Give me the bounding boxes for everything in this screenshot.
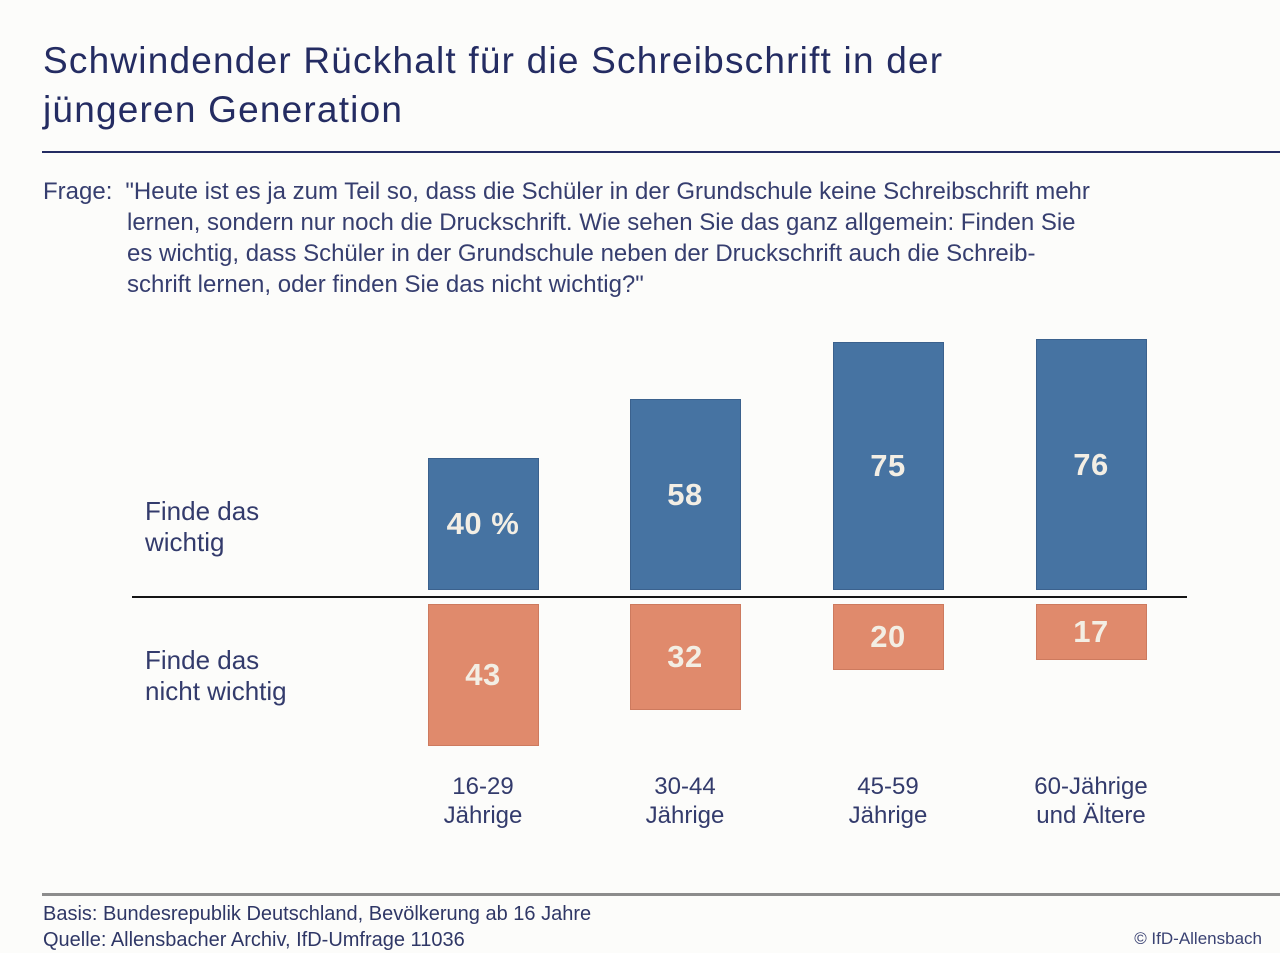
footer-divider [42, 893, 1280, 896]
bar-value-label: 76 [1073, 446, 1109, 482]
series-label-line: nicht wichtig [145, 676, 287, 706]
bar-value-label: 40 % [446, 506, 520, 541]
category-label-line: 30-44 [654, 773, 716, 800]
bar-nicht-wichtig-1: 43 [427, 604, 539, 746]
question-line: lernen, sondern nur noch die Druckschrif… [127, 209, 1076, 236]
bar-nicht-wichtig-3: 20 [832, 604, 944, 670]
question-line: es wichtig, dass Schüler in der Grundsch… [127, 240, 1036, 267]
series-label-wichtig: Finde das wichtig [145, 496, 259, 558]
bar-wichtig-4: 76 [1035, 339, 1147, 590]
page-title-line-2: jüngeren Generation [43, 89, 404, 130]
category-label-3: 45-59 Jährige [778, 772, 998, 830]
category-label-1: 16-29 Jährige [373, 772, 593, 830]
footer-source-block: Basis: Bundesrepublik Deutschland, Bevöl… [43, 901, 591, 953]
category-label-line: Jährige [645, 802, 725, 829]
category-label-4: 60-Jährige und Ältere [981, 772, 1201, 830]
footer-quelle: Quelle: Allensbacher Archiv, IfD-Umfrage… [43, 929, 465, 951]
bar-value-label: 20 [870, 619, 906, 654]
question-line: schrift lernen, oder finden Sie das nich… [127, 271, 644, 298]
category-label-line: 60-Jährige [1034, 773, 1148, 800]
page-title-line-1: Schwindender Rückhalt für die Schreibsch… [43, 40, 944, 81]
series-label-nicht-wichtig: Finde das nicht wichtig [145, 645, 287, 707]
title-divider [42, 151, 1280, 153]
series-label-line: Finde das [145, 496, 260, 526]
bar-nicht-wichtig-2: 32 [629, 604, 741, 710]
bar-value-label: 43 [465, 657, 501, 692]
category-label-line: 45-59 [857, 773, 919, 800]
bar-value-label: 17 [1073, 614, 1109, 649]
footer-basis: Basis: Bundesrepublik Deutschland, Bevöl… [43, 903, 592, 925]
bar-value-label: 75 [870, 448, 906, 483]
bar-value-label: 58 [667, 476, 703, 512]
category-label-line: 16-29 [452, 773, 514, 800]
question-line: Frage: "Heute ist es ja zum Teil so, dass… [43, 176, 1090, 207]
bar-wichtig-1: 40 % [427, 458, 539, 590]
category-label-line: und Ältere [1036, 802, 1146, 829]
series-label-line: wichtig [145, 527, 225, 557]
page-title: Schwindender Rückhalt für die Schreibsch… [43, 36, 943, 134]
category-label-line: Jährige [848, 802, 928, 829]
bar-value-label: 32 [667, 639, 703, 674]
copyright-label: © IfD-Allensbach [1134, 929, 1262, 948]
chart-baseline [132, 596, 1187, 598]
question-label: Frage: [43, 178, 113, 205]
series-label-line: Finde das [145, 645, 260, 675]
bar-wichtig-3: 75 [832, 342, 944, 590]
bar-nicht-wichtig-4: 17 [1035, 604, 1147, 660]
question-text: "Heute ist es ja zum Teil so, dass die S… [125, 178, 1090, 205]
question-block: Frage: "Heute ist es ja zum Teil so, dass… [43, 176, 1090, 300]
category-label-2: 30-44 Jährige [575, 772, 795, 830]
category-label-line: Jährige [443, 802, 523, 829]
bar-wichtig-2: 58 [629, 399, 741, 590]
